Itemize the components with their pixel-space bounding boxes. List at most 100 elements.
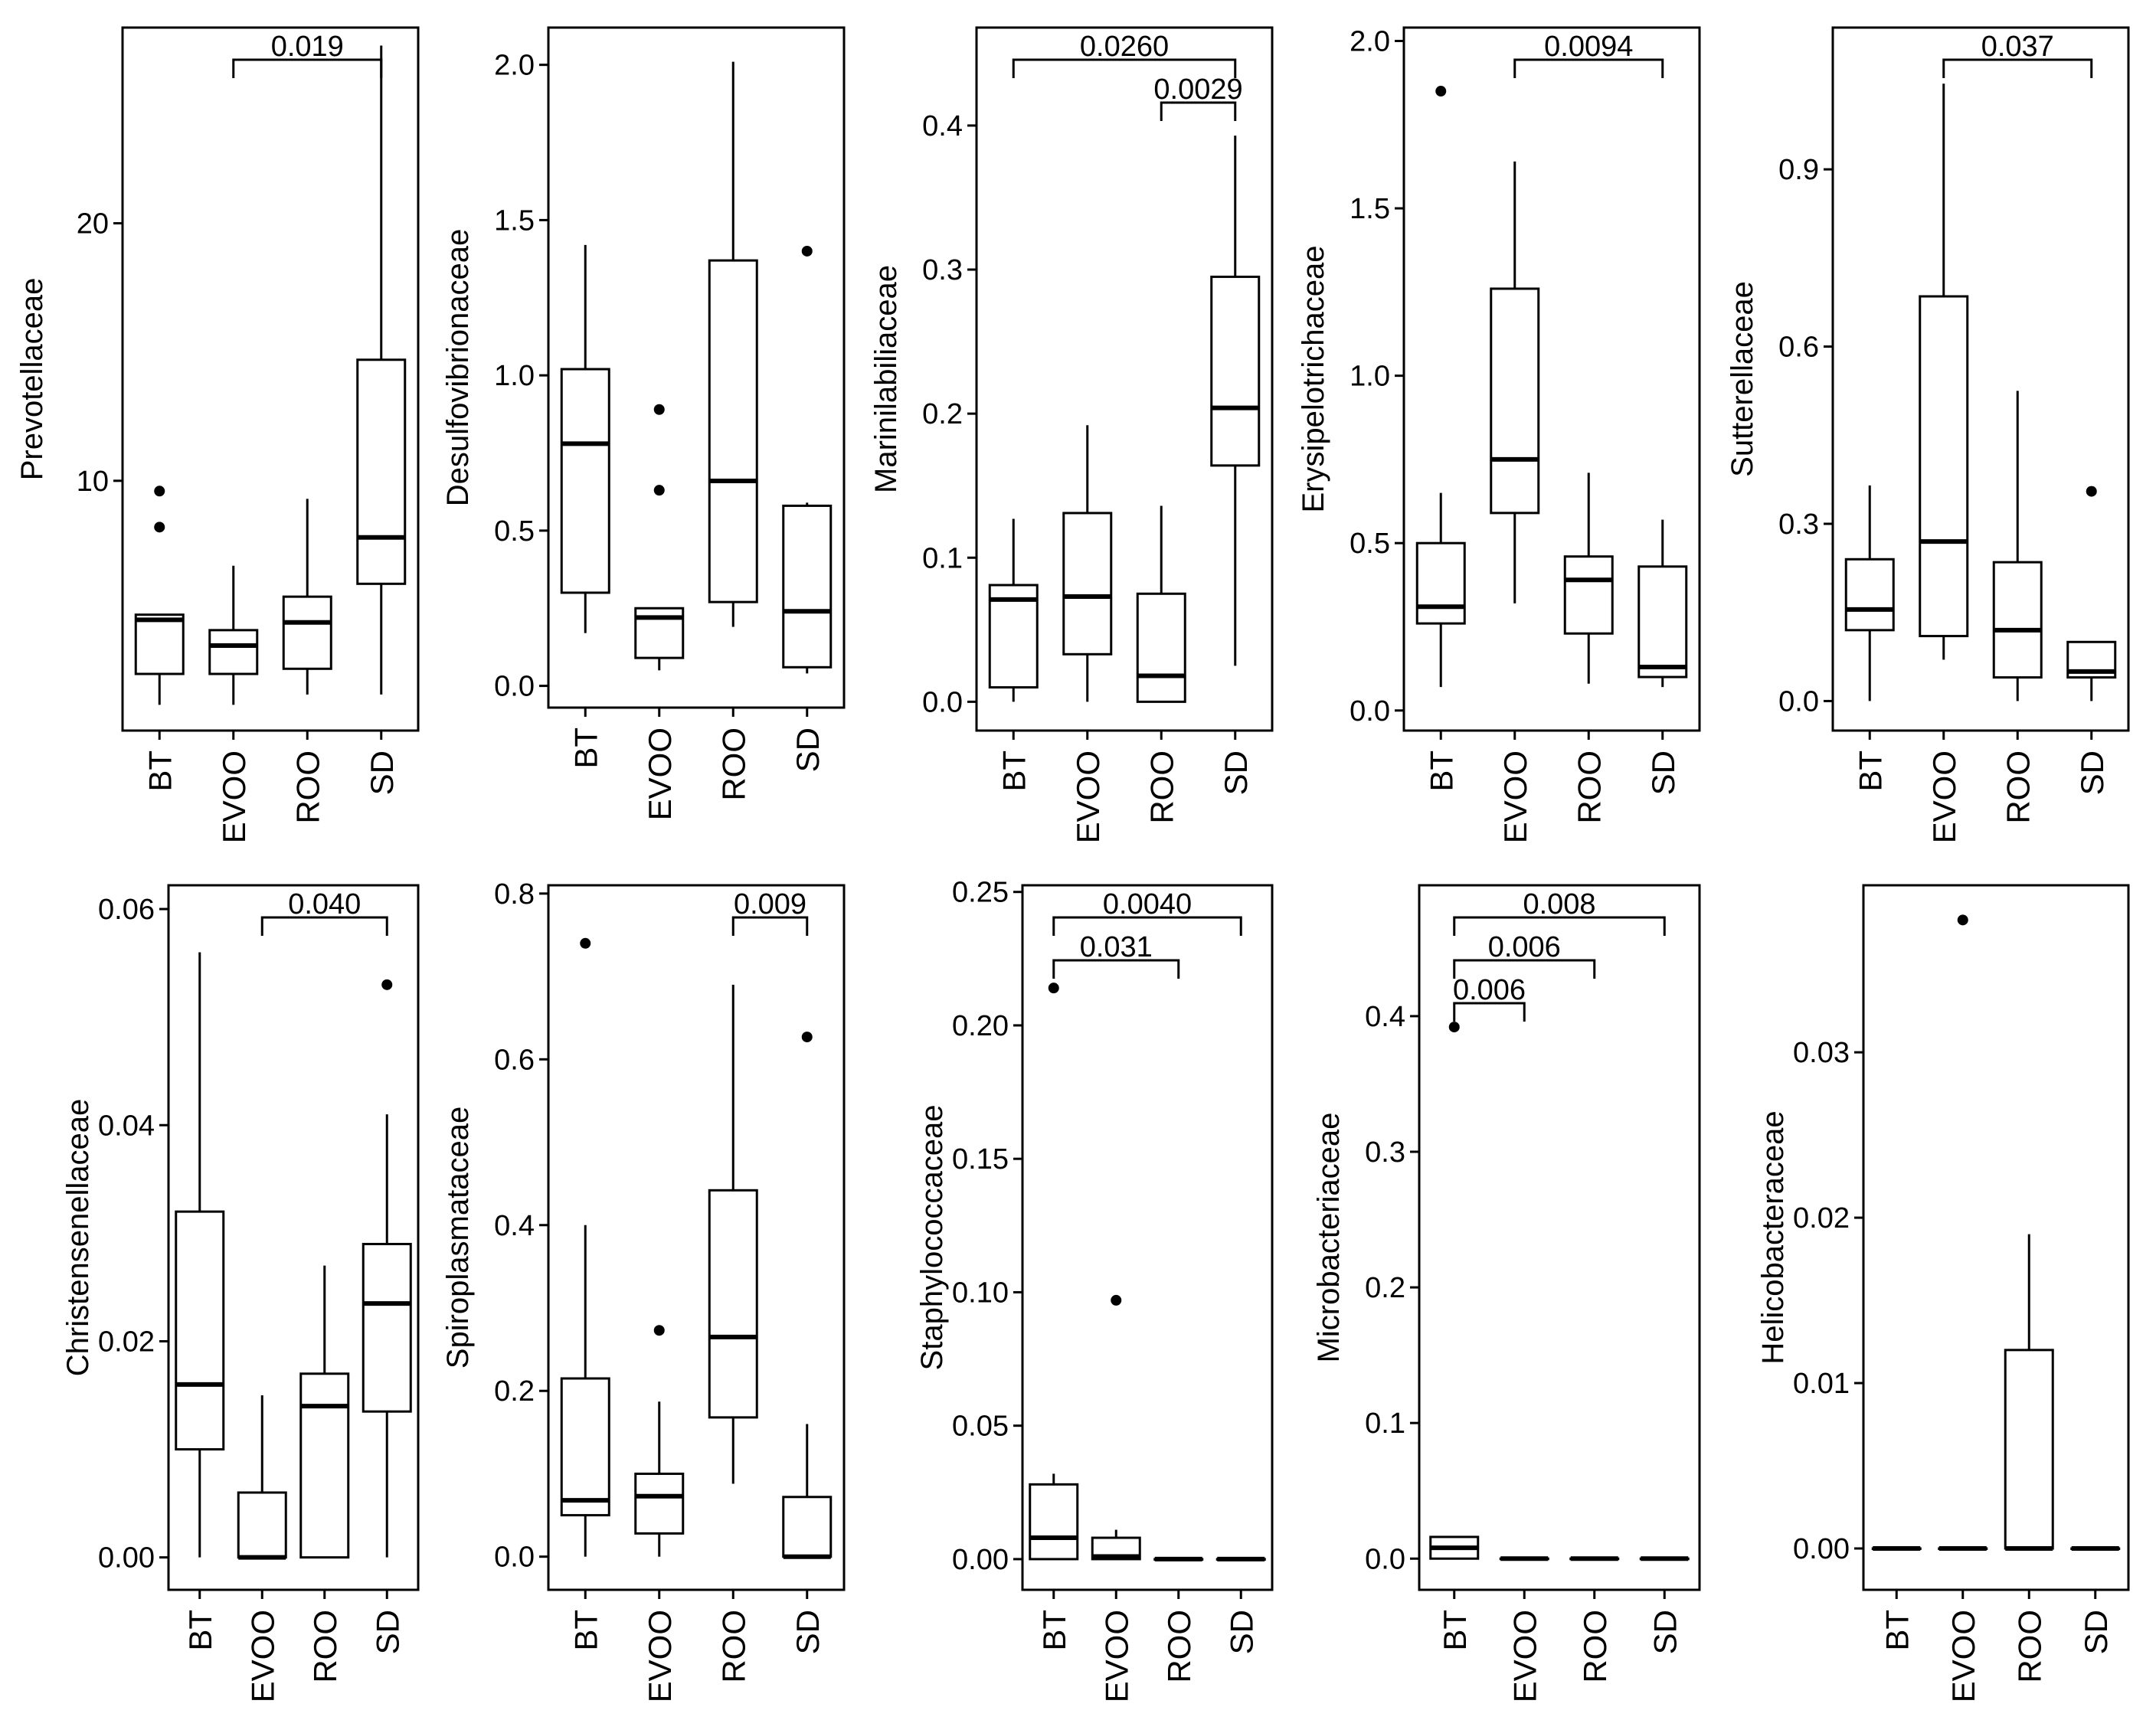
box-group	[282, 499, 332, 695]
y-tick-label: 0.6	[494, 1044, 535, 1076]
box-group	[708, 61, 758, 627]
outlier-point	[801, 245, 813, 257]
iqr-box	[1210, 275, 1261, 467]
y-tick-label: 0.0	[1350, 695, 1390, 728]
x-category-label: ROO	[715, 728, 751, 801]
bracket-line	[1052, 959, 1180, 979]
iqr-box	[237, 1491, 287, 1559]
y-tick-label: 0.1	[922, 542, 963, 574]
box-group	[1062, 425, 1113, 702]
x-category-label: ROO	[2011, 1610, 2047, 1683]
y-tick-label: 1.5	[494, 204, 535, 237]
p-value-label: 0.0260	[1080, 31, 1169, 63]
box-group	[1136, 505, 1186, 703]
significance-bracket: 0.008	[1453, 888, 1666, 936]
x-category-label: ROO	[1161, 1610, 1197, 1683]
x-category-label: EVOO	[244, 1610, 280, 1702]
bracket-line	[1052, 916, 1242, 936]
x-category-label: BT	[568, 728, 604, 769]
box-group	[1415, 86, 1466, 688]
outlier-point	[653, 404, 665, 415]
chart-panel: 0.0 0.5 1.0 1.5 2.0 Erysipelotrichaceae BT EVOO…	[1297, 25, 1701, 843]
iqr-box	[782, 504, 833, 669]
iqr-box	[1919, 295, 1969, 638]
y-tick-label: 0.00	[952, 1544, 1009, 1576]
y-tick-label: 0.0	[494, 1542, 535, 1574]
box-group	[1215, 1556, 1266, 1561]
plot-frame	[121, 26, 420, 732]
x-category-label: SD	[1218, 750, 1254, 795]
y-axis-title: Christensenellaceae	[61, 1099, 95, 1376]
plot-frame	[547, 26, 846, 709]
y-tick-label: 20	[77, 208, 109, 240]
y-axis-title: Erysipelotrichaceae	[1297, 245, 1330, 512]
y-tick-label: 0.5	[494, 515, 535, 548]
y-tick-label: 0.03	[1793, 1037, 1850, 1069]
x-category-label: ROO	[307, 1610, 343, 1683]
box-group	[560, 244, 610, 633]
x-category-label: EVOO	[1070, 750, 1106, 843]
x-category-label: BT	[1852, 750, 1888, 792]
significance-bracket: 0.006	[1453, 931, 1596, 979]
outlier-point	[2086, 486, 2097, 497]
iqr-box	[1415, 541, 1466, 625]
bracket-line	[1453, 916, 1666, 936]
significance-bracket: 0.0040	[1052, 888, 1242, 936]
y-axis-title: Helicobacteraceae	[1756, 1110, 1790, 1364]
bracket-line	[1012, 58, 1237, 78]
outlier-point	[1048, 983, 1059, 994]
box-group	[1637, 519, 1688, 688]
box-group	[2066, 486, 2117, 701]
plot-frame	[547, 884, 846, 1591]
y-tick-label: 0.0	[922, 686, 963, 718]
significance-bracket: 0.031	[1052, 931, 1180, 979]
y-tick-label: 2.0	[1350, 25, 1390, 57]
outlier-point	[1448, 1022, 1460, 1033]
bracket-line	[731, 916, 809, 936]
y-tick-label: 0.1	[1365, 1408, 1405, 1440]
iqr-box	[2004, 1349, 2054, 1550]
chart-panel: 0.0 0.2 0.4 0.6 0.8 Spiroplasmataceae BT EVOO RO…	[441, 878, 846, 1702]
x-category-label: BT	[568, 1610, 604, 1651]
chart-panel: 0.00 0.05 0.10 0.15 0.20 0.25 Staphylococcacea…	[915, 877, 1274, 1702]
box-group	[356, 45, 407, 695]
y-tick-label: 0.0	[494, 671, 535, 703]
chart-panel: 0.0 0.1 0.2 0.3 0.4 Microbacteriaceae BT EVOO RO…	[1312, 884, 1701, 1702]
y-tick-label: 0.3	[1778, 508, 1819, 541]
plot-frame	[1831, 26, 2130, 732]
box-group	[362, 979, 412, 1558]
plot-frame	[167, 884, 420, 1591]
y-tick-label: 1.5	[1350, 193, 1390, 225]
box-group	[1639, 1556, 1690, 1561]
y-tick-label: 0.00	[98, 1542, 155, 1574]
x-category-label: BT	[1879, 1610, 1915, 1651]
x-category-label: SD	[1645, 750, 1681, 795]
iqr-box	[299, 1372, 350, 1559]
y-axis-title: Desulfovibrionaceae	[441, 229, 475, 506]
y-tick-label: 0.9	[1778, 154, 1819, 186]
iqr-box	[560, 368, 610, 594]
y-axis-title: Spiroplasmataceae	[441, 1107, 475, 1368]
y-tick-label: 0.00	[1793, 1533, 1850, 1565]
iqr-box	[1563, 555, 1614, 635]
outlier-point	[653, 485, 665, 496]
y-tick-label: 0.01	[1793, 1368, 1850, 1400]
box-group	[1569, 1556, 1620, 1561]
x-category-label: SD	[364, 750, 400, 795]
y-tick-label: 0.6	[1778, 332, 1819, 364]
iqr-box	[1029, 1483, 1079, 1561]
iqr-box	[634, 1472, 685, 1535]
y-axis-title: Sutterellaceae	[1726, 281, 1759, 477]
box-group	[1429, 1022, 1480, 1560]
p-value-label: 0.0094	[1544, 31, 1633, 63]
significance-bracket: 0.0094	[1513, 31, 1664, 78]
y-tick-label: 0.06	[98, 894, 155, 926]
significance-bracket: 0.040	[260, 888, 388, 936]
box-group	[2004, 1234, 2054, 1552]
box-group	[708, 984, 758, 1484]
iqr-box	[362, 1242, 412, 1413]
x-category-label: EVOO	[1497, 750, 1533, 843]
y-tick-label: 0.2	[922, 398, 963, 430]
x-category-label: EVOO	[1926, 750, 1962, 843]
box-group	[1871, 1546, 1922, 1552]
